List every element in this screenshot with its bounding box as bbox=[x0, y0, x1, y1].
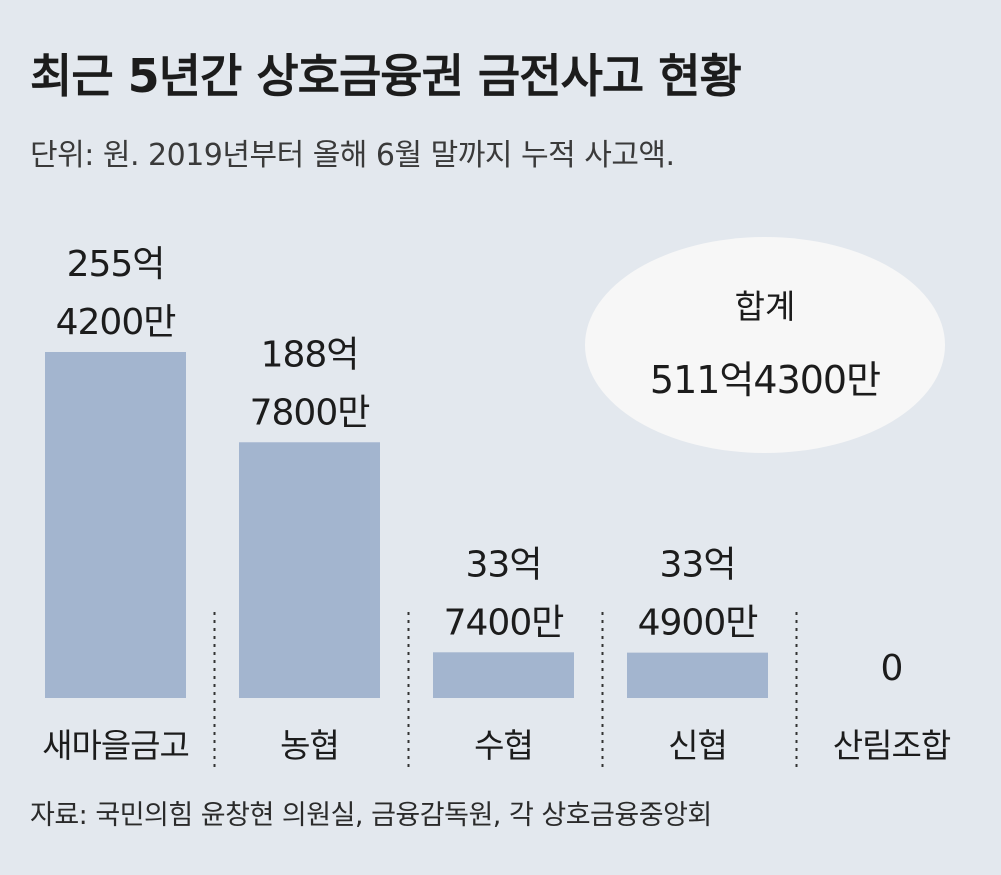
chart-title: 최근 5년간 상호금융권 금전사고 현황 bbox=[30, 49, 742, 103]
value-label-1-line-1: 255억 bbox=[67, 244, 165, 285]
total-ellipse bbox=[585, 237, 945, 453]
bar-3 bbox=[433, 652, 574, 698]
category-label-1: 새마을금고 bbox=[42, 726, 189, 765]
value-label-2-line-1: 188억 bbox=[261, 334, 359, 375]
chart-subtitle: 단위: 원. 2019년부터 올해 6월 말까지 누적 사고액. bbox=[30, 138, 675, 173]
value-label-1-line-2: 4200만 bbox=[56, 302, 176, 343]
source-note: 자료: 국민의힘 윤창현 의원실, 금융감독원, 각 상호금융중앙회 bbox=[30, 800, 712, 831]
bar-4 bbox=[627, 652, 768, 698]
total-callout: 합계 511억4300만 bbox=[585, 237, 945, 453]
value-label-3-line-1: 33억 bbox=[466, 544, 542, 585]
value-label-5-line-1: 0 bbox=[881, 648, 903, 689]
total-value: 511억4300만 bbox=[650, 358, 880, 402]
value-label-4-line-2: 4900만 bbox=[638, 603, 758, 644]
bar-2 bbox=[239, 442, 380, 698]
bar-1 bbox=[45, 352, 186, 698]
value-label-2-line-2: 7800만 bbox=[250, 392, 370, 433]
value-label-3-line-2: 7400만 bbox=[444, 602, 564, 643]
category-label-2: 농협 bbox=[280, 726, 339, 765]
value-label-4-line-1: 33억 bbox=[660, 545, 736, 586]
category-label-4: 신협 bbox=[668, 726, 727, 765]
total-label: 합계 bbox=[735, 287, 796, 326]
category-label-5: 산림조합 bbox=[833, 726, 951, 765]
category-label-3: 수협 bbox=[474, 726, 533, 765]
